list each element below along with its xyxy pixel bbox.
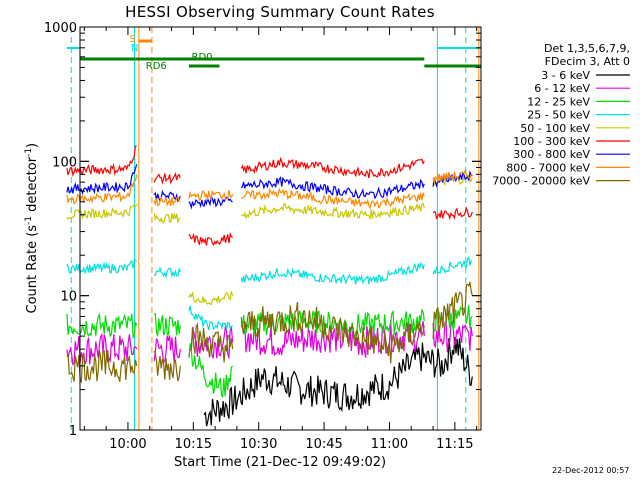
series-7000-20000-kev-line xyxy=(432,281,473,339)
legend-label: 300 - 800 keV xyxy=(513,148,590,161)
series-800-7000-kev-line xyxy=(66,174,138,205)
series-800-7000-kev-line xyxy=(153,195,181,207)
series-100-300-kev-line xyxy=(66,145,137,177)
legend-label: 6 - 12 keV xyxy=(534,82,590,95)
series-7000-20000-kev-line xyxy=(66,349,138,384)
series-50-100-kev-line xyxy=(153,213,181,224)
y-tick-label: 100 xyxy=(52,155,77,170)
series-300-800-kev-line xyxy=(240,176,425,200)
series-300-800-kev-line xyxy=(66,164,138,196)
series-6-12-kev-line xyxy=(153,335,181,365)
x-tick-label: 10:45 xyxy=(305,437,342,452)
rd6-label: RD6 xyxy=(146,61,167,72)
series-6-12-kev-line xyxy=(240,319,425,358)
series-25-50-kev-line xyxy=(188,305,234,331)
legend-header-line-2: FDecim 3, Att 0 xyxy=(544,55,630,68)
series-25-50-kev-line xyxy=(66,259,138,275)
plot-timestamp: 22-Dec-2012 00:57 xyxy=(552,466,630,475)
series-12-25-kev-line xyxy=(432,305,473,333)
series-12-25-kev-line xyxy=(154,313,181,337)
series-25-50-kev-line xyxy=(432,256,473,275)
series-800-7000-kev-line xyxy=(188,189,234,202)
chart-title: HESSI Observing Summary Count Rates xyxy=(125,3,435,21)
x-tick-label: 10:15 xyxy=(175,437,212,452)
legend-label: 3 - 6 keV xyxy=(541,69,590,82)
series-50-100-kev-line xyxy=(240,202,425,220)
legend-label: 50 - 100 keV xyxy=(520,122,590,135)
series-100-300-kev-line xyxy=(188,232,234,246)
series-50-100-kev-line xyxy=(188,291,234,306)
series-7000-20000-kev-line xyxy=(188,322,234,363)
x-tick-label: 10:00 xyxy=(109,437,146,452)
rd0-label: RD0 xyxy=(192,52,213,63)
series-12-25-kev-line xyxy=(188,343,234,398)
series-100-300-kev-line xyxy=(153,172,181,185)
legend-label: 25 - 50 keV xyxy=(527,109,590,122)
series-12-25-kev-line xyxy=(66,312,138,340)
series-800-7000-kev-line xyxy=(432,168,473,185)
x-tick-label: 11:00 xyxy=(371,437,408,452)
legend-label: 800 - 7000 keV xyxy=(506,161,590,174)
series-300-800-kev-line xyxy=(153,189,181,203)
series-100-300-kev-line xyxy=(432,206,473,221)
x-axis-label: Start Time (21-Dec-12 09:49:02) xyxy=(173,455,387,470)
night-label: N xyxy=(131,43,138,54)
legend-label: 7000 - 20000 keV xyxy=(492,175,590,188)
x-tick-label: 10:30 xyxy=(240,437,277,452)
x-tick-label: 11:15 xyxy=(436,437,473,452)
legend-label: 100 - 300 keV xyxy=(513,135,590,148)
series-50-100-kev-line xyxy=(66,203,138,220)
series-800-7000-kev-line xyxy=(241,187,425,210)
y-axis-label: Count Rate (s-1 detector-1) xyxy=(23,142,41,314)
legend-header-line-1: Det 1,3,5,6,7,9, xyxy=(543,42,630,55)
series-3-6-kev-line xyxy=(203,337,473,427)
series-7000-20000-kev-line xyxy=(153,350,181,382)
y-tick-label: 1 xyxy=(69,424,77,439)
series-25-50-kev-line xyxy=(240,262,425,285)
legend-label: 12 - 25 keV xyxy=(527,95,590,108)
series-6-12-kev-line xyxy=(66,332,138,366)
y-tick-label: 10 xyxy=(60,290,77,305)
saa-label: S xyxy=(129,34,135,45)
series-6-12-kev-line xyxy=(188,325,234,359)
series-100-300-kev-line xyxy=(240,156,425,179)
series-25-50-kev-line xyxy=(153,266,181,279)
series-7000-20000-kev-line xyxy=(240,302,425,364)
y-tick-label: 1000 xyxy=(44,21,77,36)
